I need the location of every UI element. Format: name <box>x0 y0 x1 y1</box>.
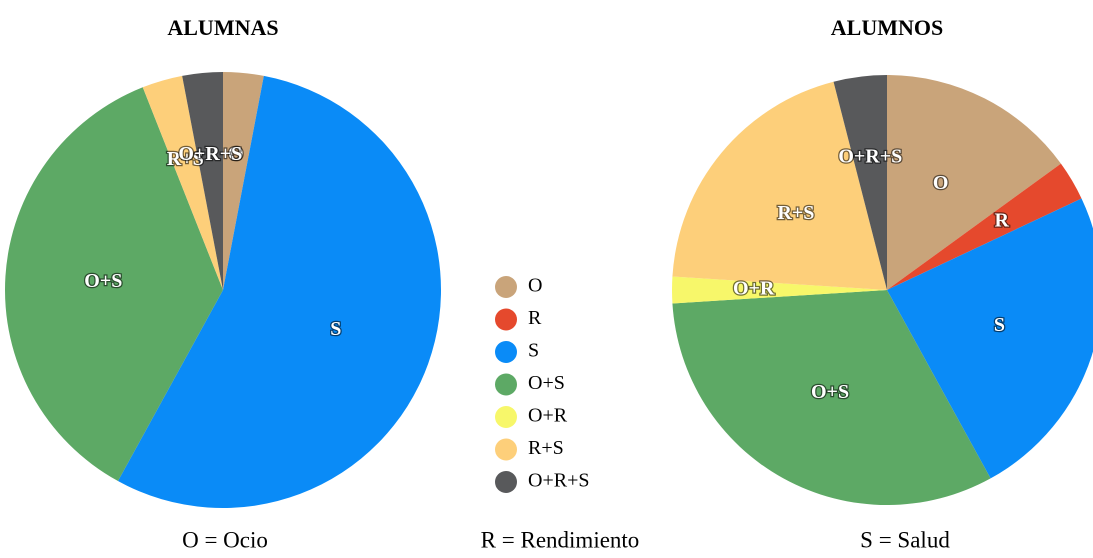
pie-slice <box>672 81 887 290</box>
legend-text: R <box>528 307 542 329</box>
slice-label: O+R+S <box>838 145 902 167</box>
slice-label: O <box>228 143 244 165</box>
legend-text: O <box>528 275 542 297</box>
note: O = Ocio <box>182 527 268 552</box>
legend-text: O+S <box>528 372 565 394</box>
slice-label: O+S <box>84 270 122 292</box>
pie-slice <box>671 276 887 304</box>
pie-slice <box>887 163 1082 290</box>
legend-text: R+S <box>528 437 564 459</box>
slice-label: O+R+S <box>178 143 242 165</box>
slice-label: R+S <box>167 148 204 170</box>
chart-title: ALUMNAS <box>167 15 278 40</box>
pie-slice <box>4 87 223 482</box>
pie-slice <box>672 290 991 506</box>
slice-label: S <box>330 318 341 340</box>
pie-slice <box>117 75 442 509</box>
pie-slice <box>223 72 264 290</box>
slice-label: O+S <box>811 381 849 403</box>
legend-swatch <box>495 308 517 331</box>
legend-swatch <box>495 276 517 298</box>
legend-text: O+R+S <box>528 470 589 492</box>
pie-slice <box>142 75 223 290</box>
slice-label: R+S <box>777 202 814 224</box>
legend-swatch <box>495 471 517 493</box>
legend-swatch <box>495 341 517 363</box>
pie-slice <box>887 75 1061 290</box>
slice-label: S <box>994 314 1005 336</box>
slice-label: R <box>995 210 1010 232</box>
note: R = Rendimiento <box>481 527 640 552</box>
chart-title: ALUMNOS <box>831 15 943 40</box>
legend-swatch <box>495 373 517 396</box>
legend-text: O+R <box>528 405 568 427</box>
legend-text: S <box>528 340 539 362</box>
pie-slice <box>833 75 887 290</box>
slice-label: O <box>933 172 949 194</box>
pie-slice <box>182 72 223 290</box>
legend-swatch <box>495 406 517 428</box>
slice-label: O+R <box>733 278 775 300</box>
pie-slice <box>887 198 1093 479</box>
legend-swatch <box>495 438 517 461</box>
note: S = Salud <box>860 527 950 552</box>
